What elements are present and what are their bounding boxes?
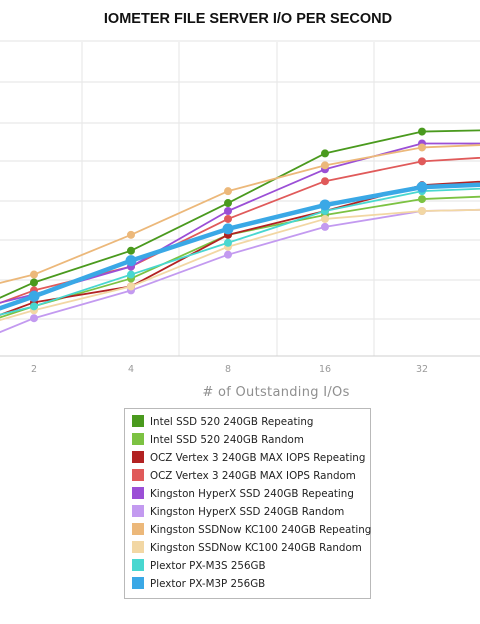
legend-box bbox=[124, 408, 371, 599]
data-point bbox=[224, 250, 232, 259]
data-point bbox=[30, 270, 38, 279]
data-point bbox=[125, 255, 137, 267]
legend-item: Kingston HyperX SSD 240GB Repeating bbox=[132, 487, 354, 500]
legend-swatch bbox=[132, 523, 144, 535]
data-point bbox=[321, 222, 329, 231]
legend-item: Plextor PX-M3P 256GB bbox=[132, 577, 265, 590]
data-point bbox=[127, 230, 135, 239]
legend-item: Plextor PX-M3S 256GB bbox=[132, 559, 266, 572]
legend-item: Intel SSD 520 240GB Random bbox=[132, 433, 304, 446]
legend-swatch bbox=[132, 469, 144, 481]
x-tick-label: 32 bbox=[416, 364, 428, 375]
x-tick-label: 8 bbox=[225, 364, 231, 375]
legend-item: Kingston SSDNow KC100 240GB Repeating bbox=[132, 523, 371, 536]
data-point bbox=[418, 127, 426, 136]
series-9 bbox=[0, 181, 480, 311]
x-tick-label: 2 bbox=[31, 364, 37, 375]
data-point bbox=[224, 199, 232, 208]
legend-swatch bbox=[132, 415, 144, 427]
data-point bbox=[321, 149, 329, 158]
legend-swatch bbox=[132, 559, 144, 571]
legend-item: Kingston SSDNow KC100 240GB Random bbox=[132, 541, 362, 554]
data-point bbox=[222, 223, 234, 235]
legend-swatch bbox=[132, 505, 144, 517]
data-point bbox=[224, 238, 232, 247]
data-point bbox=[319, 199, 331, 211]
legend-swatch bbox=[132, 451, 144, 463]
grid-lines bbox=[0, 40, 480, 357]
data-point bbox=[418, 195, 426, 204]
x-axis-title: # of Outstanding I/Os bbox=[202, 385, 349, 400]
series-group bbox=[0, 127, 480, 334]
legend-label: Intel SSD 520 240GB Random bbox=[150, 434, 304, 446]
data-point bbox=[418, 207, 426, 215]
legend-swatch bbox=[132, 541, 144, 553]
data-point bbox=[418, 157, 426, 166]
data-point bbox=[127, 270, 135, 279]
x-tick-label: 16 bbox=[319, 364, 331, 375]
series-6 bbox=[0, 143, 480, 284]
legend-label: Kingston SSDNow KC100 240GB Random bbox=[150, 542, 362, 554]
data-point bbox=[416, 181, 428, 193]
data-point bbox=[30, 302, 38, 311]
legend-item: Kingston HyperX SSD 240GB Random bbox=[132, 505, 344, 518]
x-tick-labels: 2 4 8 16 32 bbox=[31, 364, 428, 375]
legend-label: Kingston HyperX SSD 240GB Random bbox=[150, 506, 344, 518]
data-point bbox=[127, 282, 135, 291]
legend-item: OCZ Vertex 3 240GB MAX IOPS Repeating bbox=[132, 451, 365, 464]
data-point bbox=[30, 278, 38, 287]
legend-label: OCZ Vertex 3 240GB MAX IOPS Random bbox=[150, 470, 356, 482]
series-line bbox=[0, 144, 480, 284]
legend-label: Intel SSD 520 240GB Repeating bbox=[150, 416, 313, 428]
data-point bbox=[321, 161, 329, 170]
legend-item: OCZ Vertex 3 240GB MAX IOPS Random bbox=[132, 469, 356, 482]
legend-swatch bbox=[132, 577, 144, 589]
data-point bbox=[321, 214, 329, 223]
legend-label: OCZ Vertex 3 240GB MAX IOPS Repeating bbox=[150, 452, 365, 464]
legend-label: Kingston SSDNow KC100 240GB Repeating bbox=[150, 524, 371, 536]
data-point bbox=[224, 214, 232, 223]
series-line bbox=[0, 195, 480, 319]
data-point bbox=[28, 290, 40, 302]
chart-title: IOMETER FILE SERVER I/O PER SECOND bbox=[104, 11, 392, 27]
series-line bbox=[0, 142, 480, 304]
data-point bbox=[321, 177, 329, 186]
legend-label: Plextor PX-M3S 256GB bbox=[150, 560, 266, 572]
legend-swatch bbox=[132, 433, 144, 445]
series-0 bbox=[0, 127, 480, 299]
series-3 bbox=[0, 156, 480, 304]
legend-item: Intel SSD 520 240GB Repeating bbox=[132, 415, 313, 428]
x-tick-label: 4 bbox=[128, 364, 134, 375]
data-point bbox=[30, 314, 38, 323]
data-point bbox=[127, 246, 135, 255]
data-point bbox=[224, 207, 232, 215]
data-point bbox=[224, 187, 232, 196]
legend-label: Plextor PX-M3P 256GB bbox=[150, 578, 265, 590]
legend-label: Kingston HyperX SSD 240GB Repeating bbox=[150, 488, 354, 500]
data-point bbox=[418, 143, 426, 152]
legend-swatch bbox=[132, 487, 144, 499]
legend: Intel SSD 520 240GB Repeating Intel SSD 5… bbox=[124, 408, 371, 599]
